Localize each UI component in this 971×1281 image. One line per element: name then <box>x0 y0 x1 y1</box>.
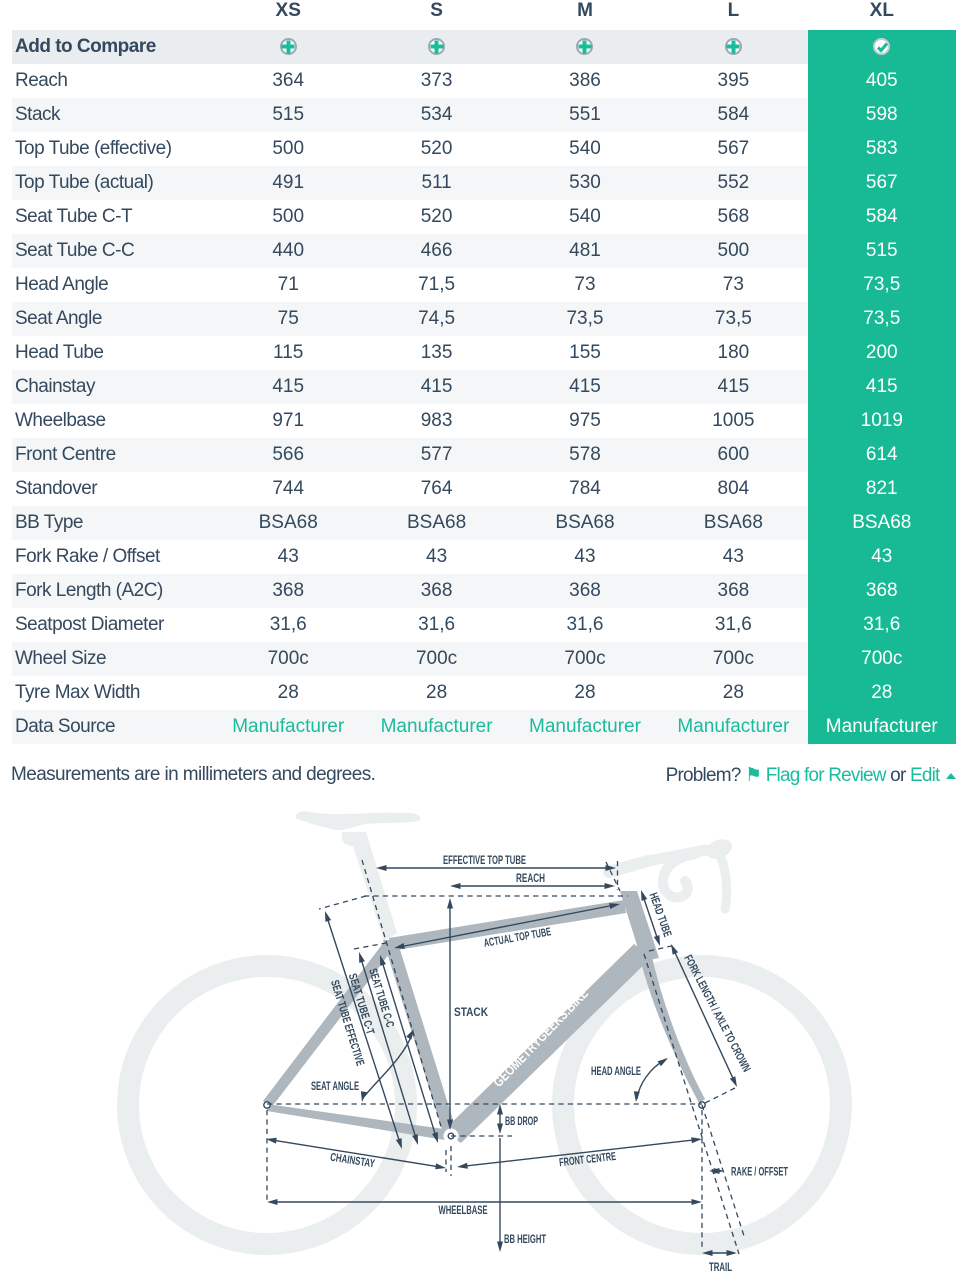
svg-text:HEAD ANGLE: HEAD ANGLE <box>591 1066 641 1078</box>
svg-text:EFFECTIVE TOP TUBE: EFFECTIVE TOP TUBE <box>443 855 526 867</box>
svg-text:TRAIL: TRAIL <box>709 1262 732 1274</box>
svg-text:BB HEIGHT: BB HEIGHT <box>504 1234 546 1246</box>
svg-text:STACK: STACK <box>454 1007 489 1019</box>
svg-text:RAKE / OFFSET: RAKE / OFFSET <box>731 1167 788 1179</box>
svg-text:BB DROP: BB DROP <box>505 1116 538 1128</box>
svg-text:CHAINSTAY: CHAINSTAY <box>329 1152 376 1171</box>
svg-text:WHEELBASE: WHEELBASE <box>439 1205 488 1217</box>
svg-text:REACH: REACH <box>516 873 545 885</box>
svg-text:SEAT ANGLE: SEAT ANGLE <box>311 1081 359 1093</box>
